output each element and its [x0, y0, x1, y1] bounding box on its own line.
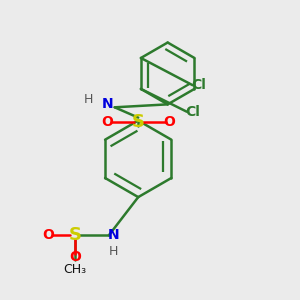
Text: N: N	[101, 98, 113, 111]
Text: O: O	[43, 228, 54, 242]
Text: H: H	[109, 245, 118, 258]
Text: CH₃: CH₃	[63, 263, 86, 276]
Text: Cl: Cl	[185, 105, 200, 119]
Text: N: N	[107, 228, 119, 242]
Text: Cl: Cl	[191, 78, 206, 92]
Text: O: O	[163, 115, 175, 129]
Text: S: S	[68, 226, 81, 244]
Text: H: H	[83, 93, 93, 106]
Text: O: O	[69, 250, 81, 265]
Text: O: O	[101, 115, 113, 129]
Text: S: S	[132, 113, 145, 131]
